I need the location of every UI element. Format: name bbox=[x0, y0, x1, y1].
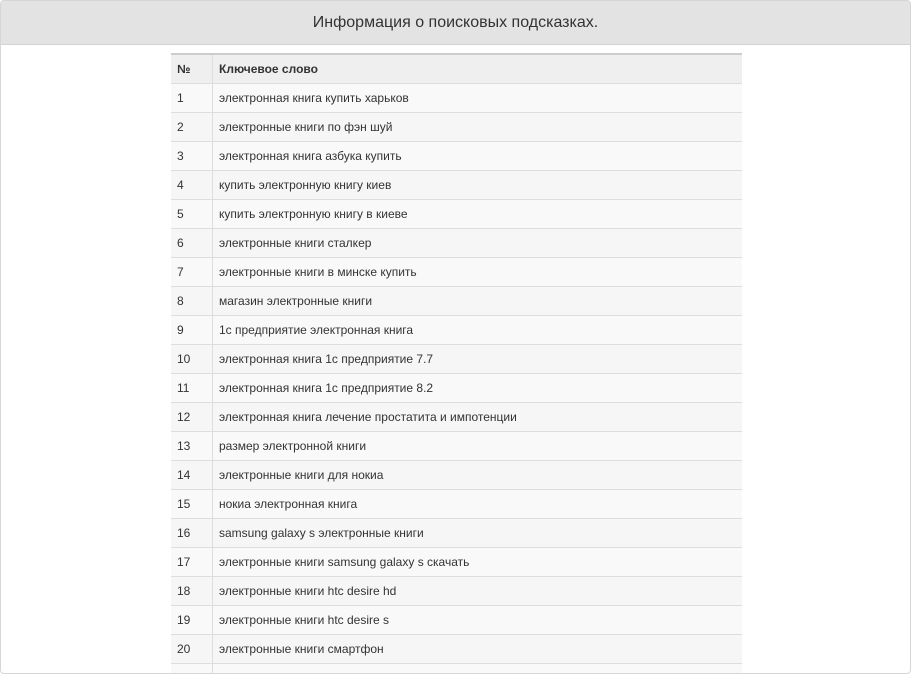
keyword: нокиа электронная книга bbox=[212, 489, 742, 519]
table-row: 19 электронные книги htc desire s bbox=[171, 605, 742, 635]
row-number: 12 bbox=[171, 402, 213, 432]
table-row: 15 нокиа электронная книга bbox=[171, 489, 742, 519]
table-row: 3 электронная книга азбука купить bbox=[171, 141, 742, 171]
keyword: электронные книги смартфон bbox=[212, 634, 742, 664]
table-row: 8 магазин электронные книги bbox=[171, 286, 742, 316]
table-row: 13 размер электронной книги bbox=[171, 431, 742, 461]
row-number: 18 bbox=[171, 576, 213, 606]
row-number: 17 bbox=[171, 547, 213, 577]
table-row: 5 купить электронную книгу в киеве bbox=[171, 199, 742, 229]
keyword: электронные книги htc desire s bbox=[212, 605, 742, 635]
table-row: 1 электронная книга купить харьков bbox=[171, 83, 742, 113]
keyword: электронная книга лечение простатита и и… bbox=[212, 402, 742, 432]
row-number: 5 bbox=[171, 199, 213, 229]
table-row: 6 электронные книги сталкер bbox=[171, 228, 742, 258]
table-row: 7 электронные книги в минске купить bbox=[171, 257, 742, 287]
row-number: 20 bbox=[171, 634, 213, 664]
row-number: 9 bbox=[171, 315, 213, 345]
column-header: Ключевое слово bbox=[212, 53, 742, 84]
keyword: электронные книги в минске купить bbox=[212, 257, 742, 287]
table-row: 9 1с предприятие электронная книга bbox=[171, 315, 742, 345]
row-number: 15 bbox=[171, 489, 213, 519]
keyword: электронные книги для нокиа bbox=[212, 460, 742, 490]
row-number: 11 bbox=[171, 373, 213, 403]
keyword: электронные книги по фэн шуй bbox=[212, 112, 742, 142]
keyword: 1с предприятие электронная книга bbox=[212, 315, 742, 345]
row-number: 16 bbox=[171, 518, 213, 548]
keyword: купить электронную книгу киев bbox=[212, 170, 742, 200]
table-row: 4 купить электронную книгу киев bbox=[171, 170, 742, 200]
keyword: электронные книги сталкер bbox=[212, 228, 742, 258]
keyword: магазин электронные книги bbox=[212, 286, 742, 316]
row-number: 8 bbox=[171, 286, 213, 316]
keyword: размер электронной книги bbox=[212, 431, 742, 461]
row-number: 10 bbox=[171, 344, 213, 374]
keyword bbox=[212, 663, 742, 673]
table-row: 2 электронные книги по фэн шуй bbox=[171, 112, 742, 142]
header-title: Информация о поисковых подсказках. bbox=[312, 14, 599, 31]
row-number: 6 bbox=[171, 228, 213, 258]
table-row: 20 электронные книги смартфон bbox=[171, 634, 742, 664]
table-body: 1 электронная книга купить харьков 2 электр… bbox=[171, 83, 742, 673]
keyword-table: № Ключевое слово 1 электронная книга купи… bbox=[171, 53, 742, 673]
row-number: 2 bbox=[171, 112, 213, 142]
row-number: 21 bbox=[171, 663, 213, 673]
keyword: электронные книги htc desire hd bbox=[212, 576, 742, 606]
row-number: 13 bbox=[171, 431, 213, 461]
table-row: 17 электронные книги samsung galaxy s ска… bbox=[171, 547, 742, 577]
table-row: 16 samsung galaxy s электронные книги bbox=[171, 518, 742, 548]
row-number: 19 bbox=[171, 605, 213, 635]
keyword: электронная книга купить харьков bbox=[212, 83, 742, 113]
row-number: 7 bbox=[171, 257, 213, 287]
keyword: электронная книга азбука купить bbox=[212, 141, 742, 171]
row-number: 1 bbox=[171, 83, 213, 113]
keyword: купить электронную книгу в киеве bbox=[212, 199, 742, 229]
keyword: электронная книга 1с предприятие 7.7 bbox=[212, 344, 742, 374]
table-row: 21 bbox=[171, 663, 742, 673]
table-row: 11 электронная книга 1с предприятие 8.2 bbox=[171, 373, 742, 403]
header-row: № Ключевое слово bbox=[171, 53, 742, 84]
keyword: электронная книга 1с предприятие 8.2 bbox=[212, 373, 742, 403]
table-row: 10 электронная книга 1с предприятие 7.7 bbox=[171, 344, 742, 374]
column-header: № bbox=[171, 53, 213, 84]
table-row: 14 электронные книги для нокиа bbox=[171, 460, 742, 490]
table-row: 12 электронная книга лечение простатита и… bbox=[171, 402, 742, 432]
header: Информация о поисковых подсказках. bbox=[1, 1, 910, 45]
keyword: электронные книги samsung galaxy s скача… bbox=[212, 547, 742, 577]
row-number: 3 bbox=[171, 141, 213, 171]
row-number: 4 bbox=[171, 170, 213, 200]
row-number: 14 bbox=[171, 460, 213, 490]
table-row: 18 электронные книги htc desire hd bbox=[171, 576, 742, 606]
keyword: samsung galaxy s электронные книги bbox=[212, 518, 742, 548]
